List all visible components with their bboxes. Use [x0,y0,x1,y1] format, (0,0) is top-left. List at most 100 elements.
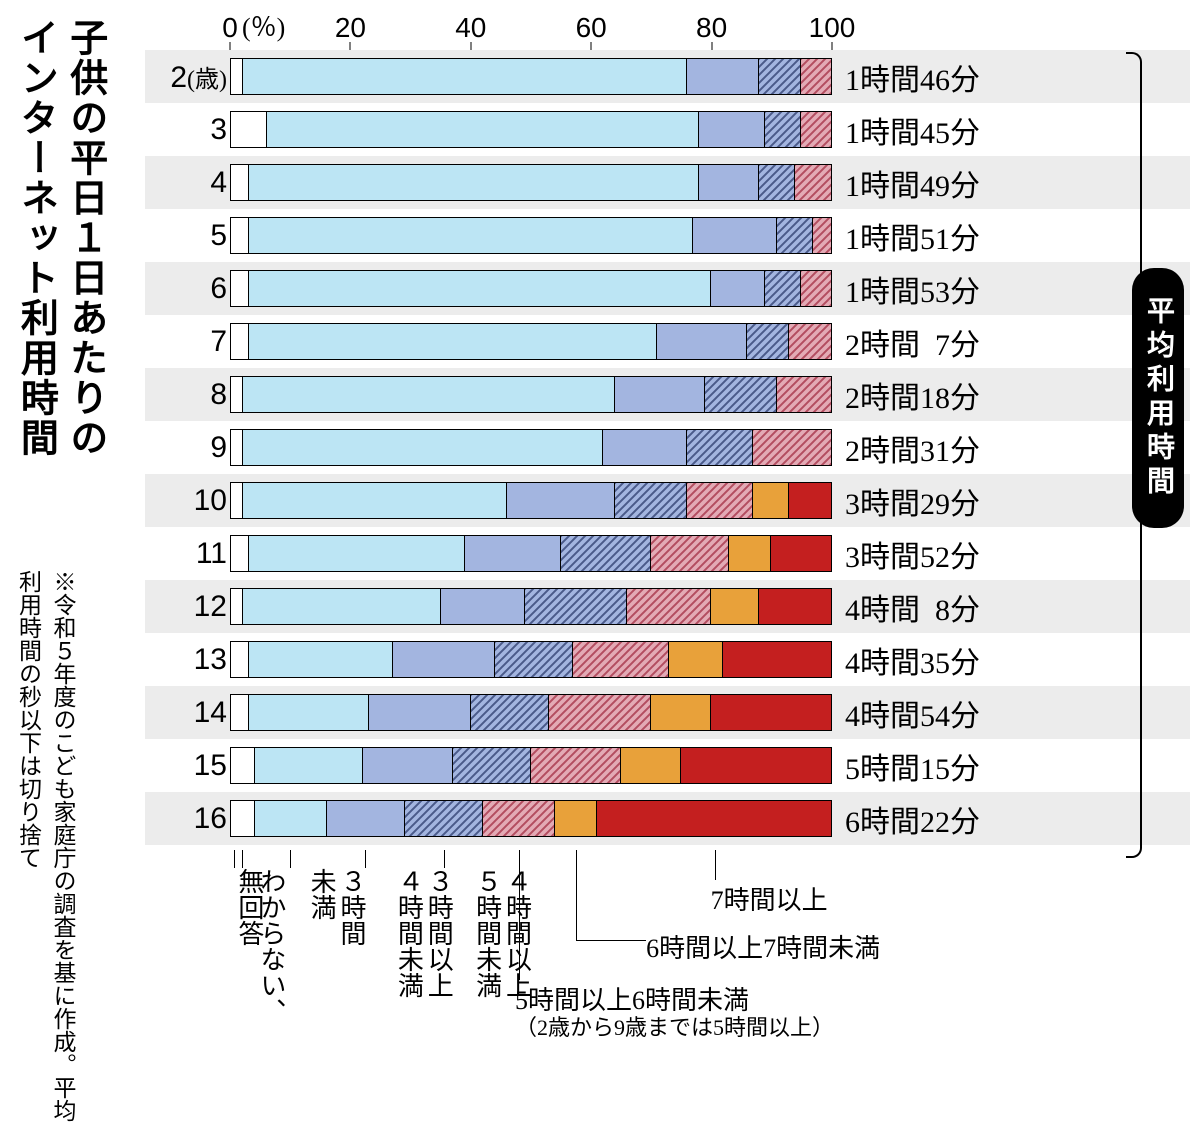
age-label: 6 [139,272,227,306]
seg-4to5 [759,59,801,94]
seg-lt3 [249,536,465,571]
legend-label: ３時間未満 [306,868,366,946]
stacked-bar [230,588,832,625]
seg-5to6 [813,218,831,253]
source-note: ※令和５年度のこども家庭庁の調査を基に作成。平均利用時間の秒以下は切り捨て [10,570,79,1122]
avg-time: 1時間46分 [845,55,980,99]
age-label: 16 [139,802,227,836]
bar-row: 82時間18分 [145,368,1190,421]
stacked-bar [230,694,832,731]
seg-5to6 [627,589,711,624]
seg-5to6 [651,536,729,571]
seg-lt3 [243,589,441,624]
seg-lt3 [243,59,687,94]
stacked-bar [230,376,832,413]
seg-6to7 [621,748,681,783]
seg-lt3 [249,324,657,359]
seg-unknown [231,695,249,730]
seg-lt3 [249,271,711,306]
stacked-bar [230,535,832,572]
seg-7plus [789,483,831,518]
avg-time: 1時間45分 [845,108,980,152]
age-label: 15 [139,749,227,783]
seg-unknown [231,642,249,677]
bar-row: 92時間31分 [145,421,1190,474]
seg-4to5 [453,748,531,783]
seg-7plus [711,695,831,730]
seg-lt3 [255,748,363,783]
legend-sublabel: （2歳から9歳までは5時間以上） [515,1010,834,1042]
legend-area: 無回答わからない、３時間未満３時間以上４時間未満４時間以上５時間未満5時間以上6… [230,850,950,1120]
age-label: 11 [139,537,227,571]
seg-lt3 [267,112,699,147]
seg-unknown [231,271,249,306]
seg-4to5 [759,165,795,200]
legend-label: 6時間以上7時間未満 [646,928,880,965]
bar-row: 155時間15分 [145,739,1190,792]
seg-5to6 [801,271,831,306]
seg-6to7 [711,589,759,624]
seg-3to4 [699,112,765,147]
seg-7plus [597,801,831,836]
legend-label: ４時間以上５時間未満 [472,868,532,998]
stacked-bar [230,270,832,307]
seg-lt3 [243,377,615,412]
seg-6to7 [669,642,723,677]
seg-unknown [231,589,243,624]
stacked-bar [230,164,832,201]
seg-5to6 [573,642,669,677]
seg-unknown [231,536,249,571]
seg-unknown [231,801,255,836]
seg-3to4 [603,430,687,465]
stacked-bar [230,429,832,466]
bar-row: 144時間54分 [145,686,1190,739]
title-vertical: 子供の平日１日あたりの インターネット利用時間 [10,18,109,458]
seg-3to4 [363,748,453,783]
bar-rows: 2(歳)1時間46分31時間45分41時間49分51時間51分61時間53分72… [145,50,1190,845]
age-label: 4 [139,166,227,200]
seg-4to5 [471,695,549,730]
axis-row: 0(％)20406080100 [145,0,1190,50]
seg-3to4 [699,165,759,200]
avg-time: 3時間29分 [845,479,980,523]
stacked-bar [230,111,832,148]
seg-7plus [723,642,831,677]
seg-3to4 [507,483,615,518]
seg-5to6 [795,165,831,200]
seg-5to6 [687,483,753,518]
seg-lt3 [249,165,699,200]
avg-time: 6時間22分 [845,797,980,841]
stacked-bar [230,747,832,784]
age-label: 3 [139,113,227,147]
axis-tick: 100 [809,12,856,44]
bar-row: 51時間51分 [145,209,1190,262]
avg-time: 1時間53分 [845,267,980,311]
seg-4to5 [705,377,777,412]
seg-lt3 [249,218,693,253]
seg-3to4 [657,324,747,359]
seg-unknown [231,483,243,518]
age-label: 13 [139,643,227,677]
bar-row: 124時間 8分 [145,580,1190,633]
stacked-bar [230,58,832,95]
seg-3to4 [711,271,765,306]
seg-unknown [231,59,243,94]
bar-row: 72時間 7分 [145,315,1190,368]
seg-unknown [231,112,267,147]
seg-6to7 [753,483,789,518]
stacked-bar [230,641,832,678]
seg-6to7 [555,801,597,836]
bar-row: 113時間52分 [145,527,1190,580]
seg-3to4 [687,59,759,94]
seg-7plus [681,748,831,783]
age-label: 10 [139,484,227,518]
avg-time: 5時間15分 [845,744,980,788]
avg-time: 4時間 8分 [845,585,980,629]
age-label: 8 [139,378,227,412]
seg-unknown [231,748,255,783]
seg-5to6 [777,377,831,412]
stacked-bar [230,800,832,837]
seg-5to6 [753,430,831,465]
avg-time: 2時間31分 [845,426,980,470]
seg-3to4 [615,377,705,412]
